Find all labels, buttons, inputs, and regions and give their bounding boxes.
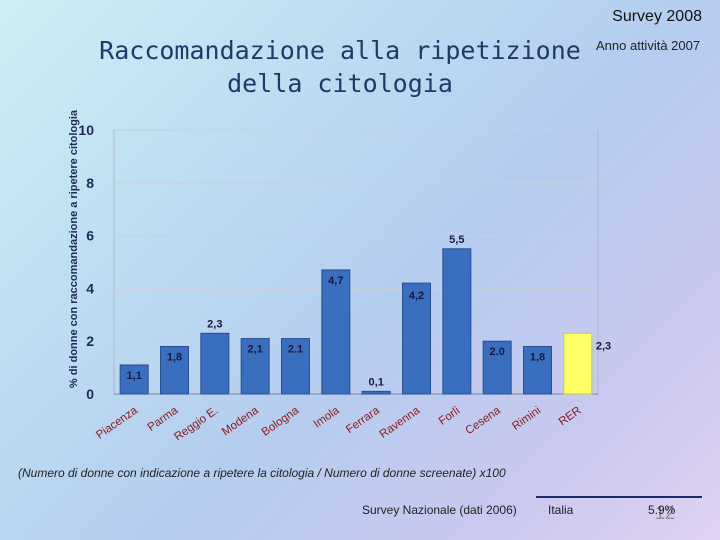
bar-chart: 0 2 4 6 8 10 1,1 Piacenza 1,8 Parma 2,3 Reggio E. 2,… [78,122,611,444]
bar [160,345,189,395]
y-tick-label: 4 [86,280,94,296]
x-tick-label: Parma [146,404,181,434]
bar [402,282,431,395]
footnote: (Numero di donne con indicazione a ripet… [18,466,506,480]
subtitle: Anno attività 2007 [596,38,701,53]
data-label: 2,1 [248,344,263,356]
data-label: 0,1 [369,376,384,388]
bar [119,364,149,395]
y-tick-label: 8 [86,175,94,191]
y-tick-label: 6 [86,228,94,244]
data-label: 1,8 [167,351,182,363]
page-number: 12 [655,503,676,523]
y-tick-label: 0 [86,386,94,402]
data-label: 2,3 [596,340,611,352]
x-tick-label: Modena [220,404,261,438]
data-label: 2,3 [207,318,222,330]
title-line-2: della citologia [227,69,453,98]
bar [321,269,351,395]
data-label: 5,5 [449,234,464,246]
bar [482,340,512,395]
x-tick-label: Reggio E. [172,405,220,444]
bar [200,332,230,395]
data-label: 1,1 [127,370,142,382]
bar [442,248,472,395]
title-line-1: Raccomandazione alla ripetizione [99,36,581,65]
footer-rule [536,496,702,498]
italia-label: Italia [548,503,574,517]
bar [563,332,593,395]
page-title: Raccomandazione alla ripetizione della c… [60,34,620,100]
italia-value: 5.9% [648,503,676,517]
bar [361,390,391,395]
data-label: 4,7 [328,275,343,287]
data-label: 1,8 [530,351,545,363]
y-tick-label: 2 [86,333,94,349]
data-label: 2.0 [490,346,505,358]
x-tick-label: Piacenza [94,404,140,441]
x-tick-label: RER [557,405,584,429]
survey-year: Survey 2008 [612,8,702,25]
y-tick-label: 10 [78,122,94,138]
x-tick-label: Ravenna [378,404,423,441]
survey-nazionale-label: Survey Nazionale (dati 2006) [362,503,517,517]
x-tick-label: Cesena [464,404,504,437]
data-label: 2.1 [288,344,303,356]
bar [523,345,552,395]
bar [240,338,270,395]
data-label: 4,2 [409,290,424,302]
x-tick-label: Imola [312,404,342,430]
x-tick-label: Rimini [510,405,543,433]
x-tick-label: Forlì [437,405,463,428]
bar [281,338,310,395]
x-tick-label: Bologna [260,404,302,438]
